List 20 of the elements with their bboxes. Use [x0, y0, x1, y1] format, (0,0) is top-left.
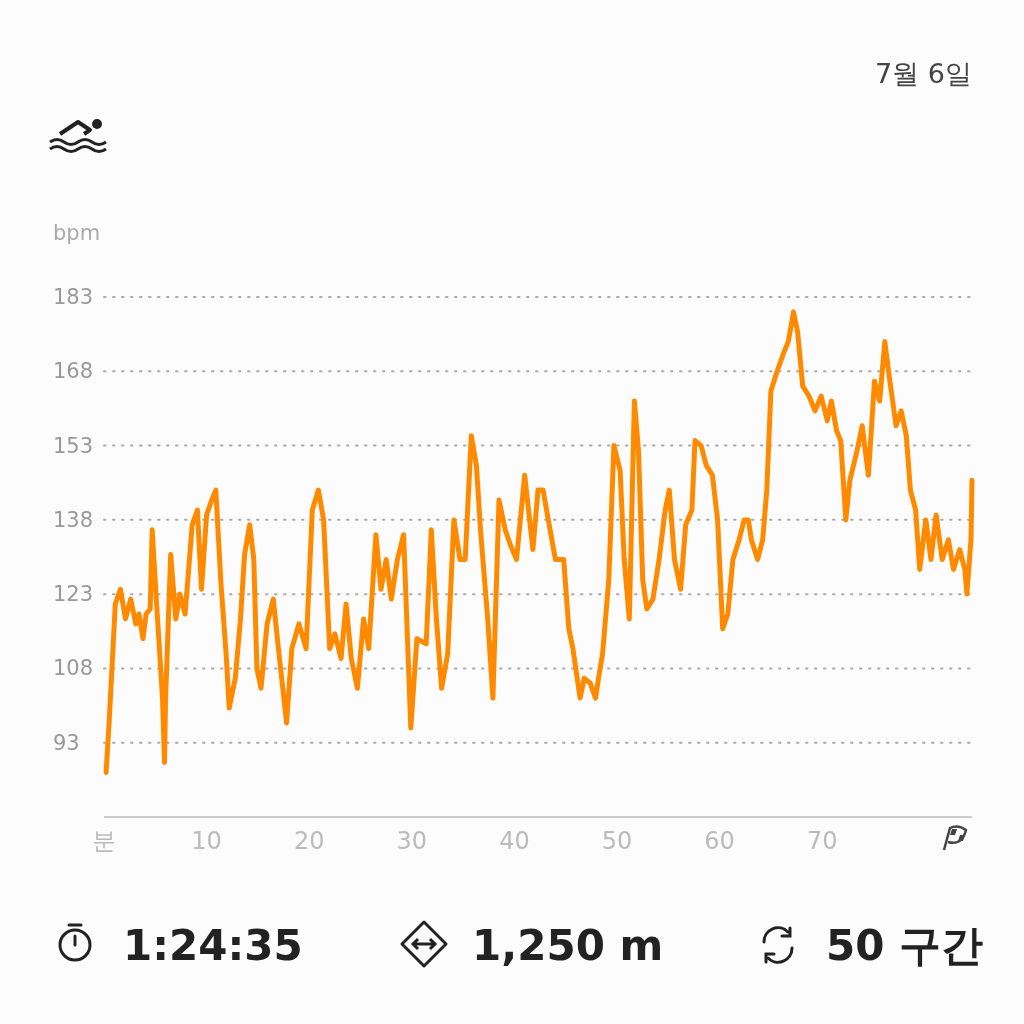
x-tick-label: 70: [806, 827, 838, 855]
chart-title: 7월 6일: [875, 58, 972, 89]
y-tick-label: 168: [53, 359, 94, 384]
x-tick-label: 50: [601, 827, 633, 855]
y-tick-label: 138: [53, 507, 94, 532]
x-tick-label: 30: [396, 827, 428, 855]
x-tick-label: 60: [704, 827, 735, 855]
y-tick-label: 93: [53, 730, 80, 755]
text: 1,250 m: [472, 921, 664, 970]
x-tick-label: 20: [293, 827, 325, 855]
y-axis-title: bpm: [53, 221, 101, 245]
text: 50 구간: [826, 921, 984, 970]
x-tick-label: 분: [92, 827, 116, 855]
y-tick-label: 108: [53, 656, 94, 681]
y-tick-label: 123: [53, 582, 94, 607]
text: 1:24:35: [123, 921, 303, 970]
x-tick-label: 40: [499, 827, 530, 855]
x-tick-label: 10: [191, 827, 222, 855]
y-tick-label: 153: [53, 433, 94, 458]
y-tick-label: 183: [53, 285, 94, 309]
